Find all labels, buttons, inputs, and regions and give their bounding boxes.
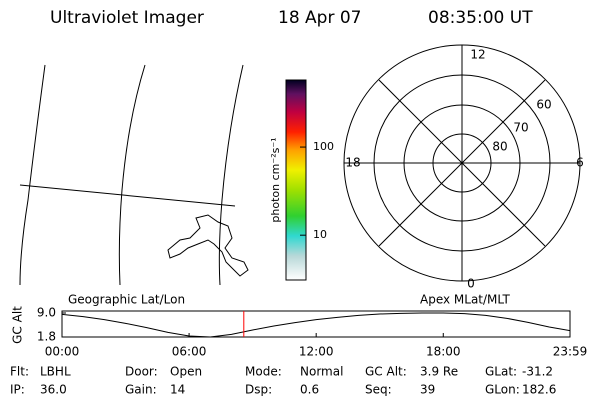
mlt-label: 6 xyxy=(576,156,584,170)
altitude-line xyxy=(61,312,571,338)
title: Ultraviolet Imager xyxy=(50,8,204,28)
colorbar-tick-label: 100 xyxy=(313,140,334,153)
field-value: 14 xyxy=(170,383,185,397)
colorbar-label: photon cm⁻²s⁻¹ xyxy=(269,137,282,222)
field-value: 182.6 xyxy=(522,383,556,397)
x-tick-label: 18:00 xyxy=(426,345,461,359)
y-tick-label: 9.0 xyxy=(37,306,56,320)
field-value: LBHL xyxy=(40,365,71,379)
lat-label: 80 xyxy=(492,140,507,154)
field-value: 39 xyxy=(420,383,435,397)
x-tick-label: 00:00 xyxy=(45,345,80,359)
field-value: -31.2 xyxy=(522,365,553,379)
field-value: Open xyxy=(170,365,202,379)
left-label: Geographic Lat/Lon xyxy=(68,293,185,307)
field-label: IP: xyxy=(10,383,25,397)
x-tick-label: 06:00 xyxy=(172,345,207,359)
time: 08:35:00 UT xyxy=(428,8,533,28)
field-label: GLon: xyxy=(485,383,520,397)
field-label: Gain: xyxy=(125,383,157,397)
field-value: 0.6 xyxy=(300,383,319,397)
map xyxy=(19,64,249,286)
date: 18 Apr 07 xyxy=(278,8,361,28)
colorbar xyxy=(285,79,307,281)
lat-label: 60 xyxy=(536,98,551,112)
field-label: Mode: xyxy=(245,365,282,379)
field-value: Normal xyxy=(300,365,343,379)
right-label: Apex MLat/MLT xyxy=(420,293,510,307)
field-value: 3.9 Re xyxy=(420,365,458,379)
mlt-label: 18 xyxy=(345,156,360,170)
polar-grid xyxy=(343,44,581,282)
field-label: GC Alt: xyxy=(365,365,407,379)
mlt-label: 12 xyxy=(470,48,485,62)
colorbar-tick-label: 10 xyxy=(313,228,327,241)
field-value: 36.0 xyxy=(40,383,67,397)
field-label: Dsp: xyxy=(245,383,272,397)
x-tick-label: 23:59 xyxy=(553,345,588,359)
lat-label: 70 xyxy=(513,121,528,135)
mlt-label: 0 xyxy=(467,277,475,291)
field-label: Seq: xyxy=(365,383,392,397)
y-tick-label: 1.8 xyxy=(37,330,56,344)
footer: Flt: LBHL Door: Open Mode: Normal GC Alt: 3.9 R… xyxy=(10,365,556,397)
field-label: Door: xyxy=(125,365,158,379)
y-axis-label: GC Alt xyxy=(11,306,25,344)
x-tick-label: 12:00 xyxy=(299,345,334,359)
field-label: GLat: xyxy=(485,365,517,379)
field-label: Flt: xyxy=(10,365,29,379)
